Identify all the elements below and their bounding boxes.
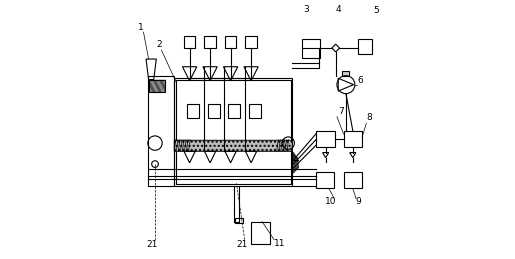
Bar [249, 104, 261, 118]
Bar [228, 104, 241, 118]
Bar [184, 36, 195, 47]
Bar [208, 104, 220, 118]
Text: 5: 5 [374, 6, 380, 15]
Bar [174, 140, 292, 151]
Text: 7: 7 [338, 107, 344, 116]
Bar [316, 131, 335, 147]
Bar [344, 172, 362, 189]
Text: 8: 8 [366, 113, 372, 123]
Bar [225, 36, 236, 47]
Text: 21: 21 [147, 240, 158, 249]
Bar [251, 222, 269, 243]
Text: 1: 1 [138, 23, 144, 32]
Bar [358, 39, 372, 54]
Bar [187, 104, 199, 118]
Text: 9: 9 [356, 197, 362, 206]
Text: 10: 10 [325, 197, 336, 206]
Bar [344, 131, 362, 147]
Text: 6: 6 [357, 76, 363, 85]
Text: 21: 21 [236, 240, 248, 249]
Bar [316, 172, 334, 189]
Bar [245, 36, 257, 47]
Bar [148, 76, 174, 186]
Text: 11: 11 [273, 239, 285, 248]
Text: 2: 2 [156, 40, 162, 49]
Bar [174, 140, 292, 151]
Bar [302, 39, 320, 58]
Bar [176, 80, 290, 184]
Bar [204, 36, 216, 47]
Text: 3: 3 [303, 5, 309, 13]
Bar [235, 218, 243, 223]
Bar [342, 70, 350, 76]
Bar [149, 80, 165, 92]
Bar [174, 78, 292, 186]
Text: 4: 4 [335, 5, 341, 13]
